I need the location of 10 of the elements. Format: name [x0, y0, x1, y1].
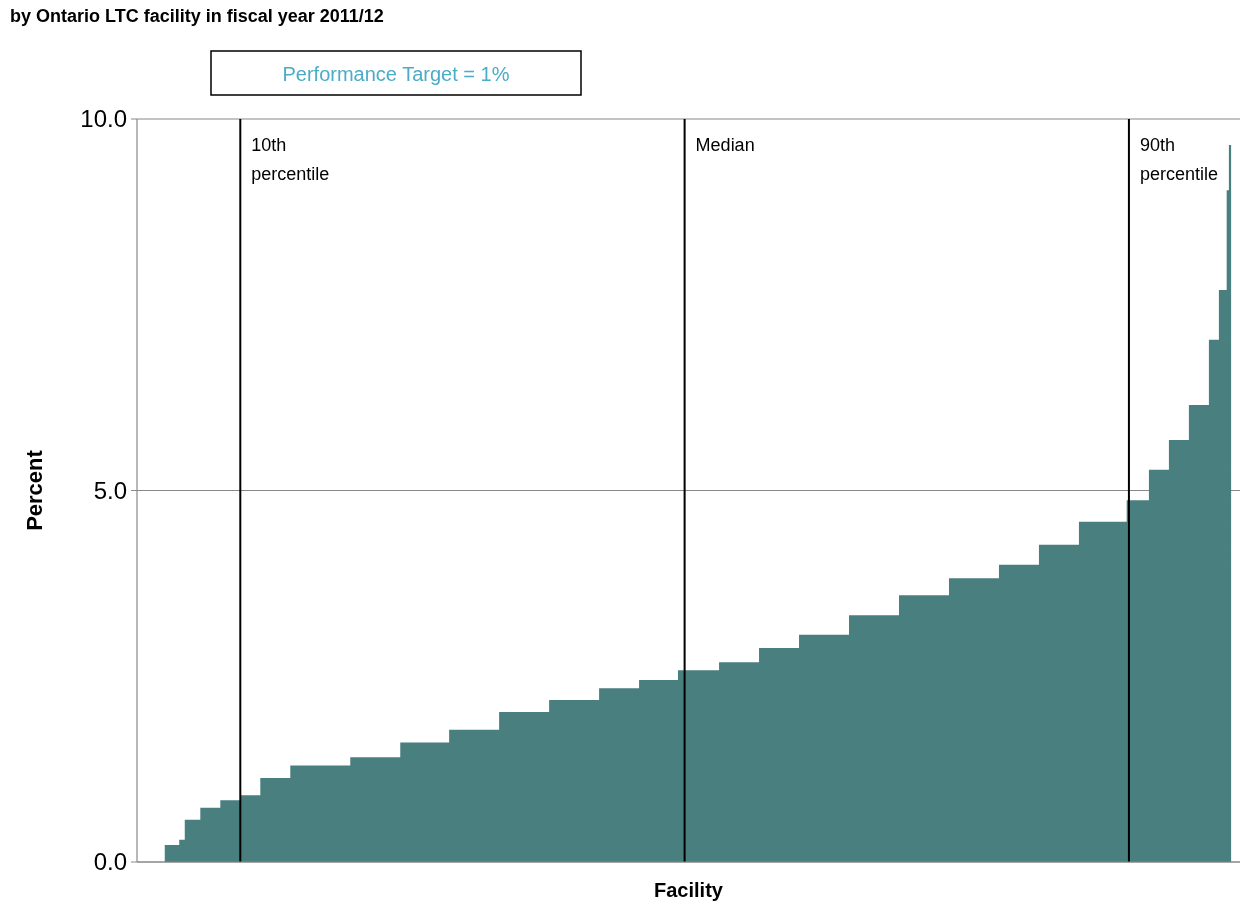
text: Performance Target = 1%	[282, 63, 510, 85]
ref-line-label: 10th percentile	[251, 135, 330, 184]
ref-line-label: Median	[695, 135, 755, 155]
chart-title: by Ontario LTC facility in fiscal year 2011/12	[10, 6, 384, 26]
y-tick-label: 5.0	[93, 476, 127, 504]
ref-line-label: 90th percentile	[1139, 135, 1218, 184]
y-tick-label: 0.0	[93, 848, 127, 876]
x-axis-title: Facility	[654, 879, 724, 901]
y-axis-title: Percent	[22, 449, 47, 531]
y-tick-label: 10.0	[80, 105, 127, 133]
